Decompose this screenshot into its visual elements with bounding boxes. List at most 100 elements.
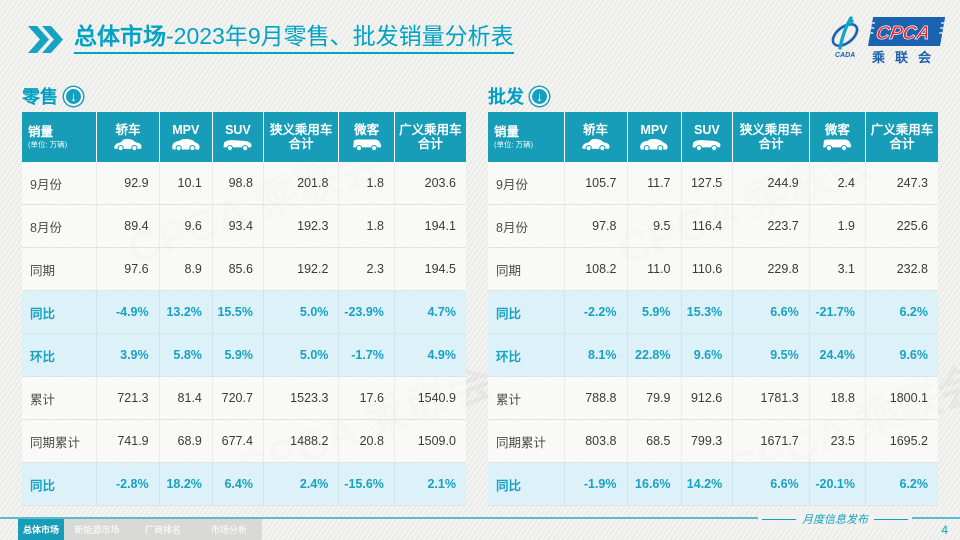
- row-label: 同期: [22, 248, 98, 290]
- column-header-narrow-pv-total: 狭义乘用车 合计: [733, 112, 810, 162]
- row-label: 9月份: [22, 162, 98, 204]
- wholesale-broad-pv-total-value: 232.8: [896, 262, 928, 276]
- column-header-sedan: 轿车: [564, 112, 628, 162]
- row-label: 同比: [22, 463, 98, 505]
- page-title-rest: -2023年9月零售、批发销量分析表: [166, 23, 514, 49]
- retail-narrow-pv-total-value: 192.3: [264, 205, 340, 247]
- column-header-sales: 销量 (单位: 万辆): [488, 112, 565, 162]
- retail-broad-pv-total-value: 194.5: [424, 262, 456, 276]
- retail-narrow-pv-total-value: 192.2: [264, 248, 340, 290]
- wholesale-narrow-pv-total-value: 1671.7: [733, 420, 810, 462]
- wholesale-sedan-value: 108.2: [565, 248, 628, 290]
- wholesale-mpv-value: 68.5: [628, 420, 682, 462]
- retail-narrow-pv-total-value: 2.4%: [264, 463, 340, 505]
- row-label: 同比: [488, 463, 565, 505]
- wholesale-narrow-pv-total-value: 223.7: [733, 205, 810, 247]
- publish-label: 月度信息发布: [802, 514, 868, 526]
- retail-narrow-pv-total-value: 5.0%: [264, 291, 340, 333]
- retail-microvan-value: -1.7%: [339, 334, 395, 376]
- wholesale-sedan-value: 97.8: [565, 205, 628, 247]
- wholesale-sedan-value: 803.8: [565, 420, 628, 462]
- retail-narrow-pv-total-value: 1523.3: [264, 377, 340, 419]
- wholesale-suv-value: 110.6: [682, 248, 734, 290]
- wholesale-row-同比: 同比 -2.2% 5.9% 15.3% 6.6% -21.7% 6.2%: [488, 291, 938, 334]
- svg-text:CPCA: CPCA: [874, 23, 931, 44]
- cpca-logo: CADA CPCA 乘联会: [831, 16, 946, 65]
- wholesale-row-同期: 同期 108.2 11.0 110.6 229.8 3.1 232.8: [488, 248, 938, 291]
- wholesale-narrow-pv-total-value: 6.6%: [733, 291, 810, 333]
- retail-sedan-value: 97.6: [97, 248, 160, 290]
- retail-narrow-pv-total-value: 1488.2: [264, 420, 340, 462]
- wholesale-sedan-value: -1.9%: [565, 463, 628, 505]
- nav-tab-market-analysis[interactable]: 市场分析: [196, 519, 262, 540]
- retail-microvan-value: 20.8: [339, 420, 395, 462]
- double-chevron-icon: [28, 25, 63, 53]
- wholesale-microvan-value: -20.1%: [810, 463, 866, 505]
- row-label: 同比: [488, 291, 565, 333]
- wholesale-microvan-value: 2.4: [810, 162, 866, 204]
- retail-label: 零售: [22, 87, 58, 107]
- dash-line: [762, 518, 796, 520]
- wholesale-row-环比: 环比 8.1% 22.8% 9.6% 9.5% 24.4% 9.6%: [488, 334, 938, 377]
- dash-line: [874, 518, 908, 520]
- row-label: 同期累计: [488, 420, 565, 462]
- wholesale-narrow-pv-total-value: 6.6%: [733, 463, 810, 505]
- wholesale-sedan-value: 788.8: [565, 377, 628, 419]
- wholesale-microvan-value: 18.8: [810, 377, 866, 419]
- wholesale-label: 批发: [488, 87, 524, 107]
- wholesale-sedan-value: 8.1%: [565, 334, 628, 376]
- wholesale-microvan-value: 1.9: [810, 205, 866, 247]
- retail-row-同期: 同期 97.6 8.9 85.6 192.2 2.3 194.5: [22, 248, 466, 291]
- column-header-microvan: 微客: [809, 112, 866, 162]
- wholesale-broad-pv-total-value: 225.6: [896, 219, 928, 233]
- retail-suv-value: 6.4%: [213, 463, 264, 505]
- retail-broad-pv-total-value: 4.7%: [427, 305, 456, 319]
- retail-suv-value: 93.4: [213, 205, 264, 247]
- column-header-suv: SUV: [681, 112, 734, 162]
- retail-mpv-value: 68.9: [160, 420, 213, 462]
- wholesale-row-同比: 同比 -1.9% 16.6% 14.2% 6.6% -20.1% 6.2%: [488, 463, 938, 506]
- wholesale-section-label: 批发 ↓: [488, 83, 549, 109]
- retail-broad-pv-total-value: 203.6: [424, 176, 456, 190]
- retail-mpv-value: 81.4: [160, 377, 213, 419]
- nav-tab-overall-market[interactable]: 总体市场: [18, 519, 64, 540]
- wholesale-row-累计: 累计 788.8 79.9 912.6 1781.3 18.8 1800.1: [488, 377, 938, 420]
- wholesale-row-同期累计: 同期累计 803.8 68.5 799.3 1671.7 23.5 1695.2: [488, 420, 938, 463]
- retail-row-同比: 同比 -2.8% 18.2% 6.4% 2.4% -15.6% 2.1%: [22, 463, 466, 506]
- retail-suv-value: 15.5%: [213, 291, 264, 333]
- wholesale-mpv-value: 79.9: [628, 377, 682, 419]
- retail-table: 销量 (单位: 万辆) 轿车 MPV SUV 狭义乘用车 合计 微客 广义乘用车 合计 9月份 9…: [22, 112, 466, 506]
- retail-mpv-value: 8.9: [160, 248, 213, 290]
- retail-row-同期累计: 同期累计 741.9 68.9 677.4 1488.2 20.8 1509.0: [22, 420, 466, 463]
- retail-suv-value: 5.9%: [213, 334, 264, 376]
- row-label: 同期累计: [22, 420, 98, 462]
- retail-sedan-value: -2.8%: [97, 463, 160, 505]
- wholesale-row-9月份: 9月份 105.7 11.7 127.5 244.9 2.4 247.3: [488, 162, 938, 205]
- wholesale-sedan-value: 105.7: [565, 162, 628, 204]
- wholesale-suv-value: 116.4: [682, 205, 734, 247]
- wholesale-mpv-value: 5.9%: [628, 291, 682, 333]
- wholesale-microvan-value: 23.5: [810, 420, 866, 462]
- retail-mpv-value: 13.2%: [160, 291, 213, 333]
- nav-tab-nev-market[interactable]: 新能源市场: [64, 519, 130, 540]
- retail-narrow-pv-total-value: 5.0%: [264, 334, 340, 376]
- row-label: 同期: [488, 248, 565, 290]
- wholesale-broad-pv-total-value: 6.2%: [899, 477, 929, 491]
- wholesale-broad-pv-total-value: 9.6%: [899, 348, 929, 362]
- row-label: 8月份: [22, 205, 98, 247]
- svg-text:乘联会: 乘联会: [871, 50, 941, 65]
- retail-broad-pv-total-value: 4.9%: [427, 348, 456, 362]
- page-number: 4: [941, 523, 948, 537]
- retail-suv-value: 720.7: [213, 377, 264, 419]
- column-header-microvan: 微客: [339, 112, 395, 162]
- retail-row-9月份: 9月份 92.9 10.1 98.8 201.8 1.8 203.6: [22, 162, 466, 205]
- retail-suv-value: 677.4: [213, 420, 264, 462]
- retail-mpv-value: 18.2%: [160, 463, 213, 505]
- retail-mpv-value: 9.6: [160, 205, 213, 247]
- wholesale-broad-pv-total-value: 247.3: [896, 176, 928, 190]
- retail-microvan-value: -15.6%: [339, 463, 395, 505]
- nav-tab-oem-ranking[interactable]: 厂商排名: [130, 519, 196, 540]
- retail-sedan-value: -4.9%: [97, 291, 160, 333]
- column-header-sedan: 轿车: [97, 112, 160, 162]
- retail-row-累计: 累计 721.3 81.4 720.7 1523.3 17.6 1540.9: [22, 377, 466, 420]
